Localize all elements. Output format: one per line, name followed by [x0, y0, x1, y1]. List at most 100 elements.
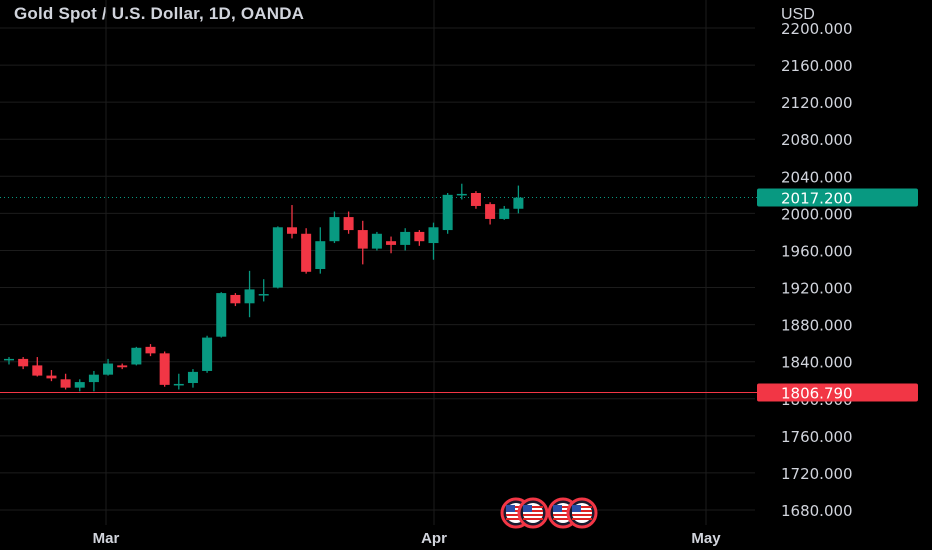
current-price-badge-bg: [757, 188, 918, 207]
price-tick-label: 2160.000: [781, 57, 853, 75]
flag-stripe: [506, 506, 526, 508]
candle-body: [456, 193, 467, 196]
flag-stripe: [553, 510, 573, 512]
candle: [18, 357, 29, 370]
time-tick-label: Apr: [421, 530, 447, 547]
us-flag-icon[interactable]: [517, 497, 549, 529]
price-tick-label: 1680.000: [781, 502, 853, 520]
flag-stripe: [553, 506, 573, 508]
price-tick-label: 1720.000: [781, 465, 853, 483]
candle: [442, 192, 453, 234]
price-tick-label: 2040.000: [781, 168, 853, 186]
flag-stripe: [572, 518, 592, 520]
candle: [456, 183, 467, 200]
candle: [46, 370, 57, 382]
currency-unit: USD: [781, 6, 815, 23]
candle-body: [88, 374, 99, 383]
flag-stripe: [523, 518, 543, 520]
candle: [32, 357, 43, 377]
price-tick-label: 2000.000: [781, 205, 853, 223]
flag-stripe: [506, 510, 526, 512]
chart-title: Gold Spot / U.S. Dollar, 1D, OANDA: [14, 4, 305, 23]
candle-body: [287, 227, 297, 234]
time-tick-label: May: [691, 530, 721, 547]
price-tick-label: 1920.000: [781, 280, 853, 298]
flag-canton: [572, 505, 581, 512]
candle-body: [230, 294, 241, 304]
candle: [301, 228, 312, 274]
price-tick-label: 1760.000: [781, 428, 853, 446]
price-tick-label: 1960.000: [781, 242, 853, 260]
current-price-badge-label: 2017.200: [781, 189, 853, 207]
flag-stripe: [572, 506, 592, 508]
flag-stripe: [523, 514, 543, 516]
candle: [272, 226, 283, 289]
time-axis[interactable]: Mar Apr May: [93, 530, 722, 547]
candle-body: [46, 375, 57, 379]
candle: [428, 222, 439, 260]
flag-stripe: [523, 506, 543, 508]
candle: [159, 351, 170, 387]
candle-body: [4, 358, 14, 361]
current-price-badge: 2017.200: [757, 188, 918, 207]
candle: [202, 335, 213, 373]
flag-stripe: [506, 518, 526, 520]
time-tick-label: Mar: [93, 530, 120, 547]
candle-body: [386, 241, 397, 245]
candle-body: [301, 233, 312, 272]
candle-body: [74, 382, 85, 388]
candle: [145, 344, 156, 357]
candle: [386, 236, 397, 254]
flag-stripe: [572, 510, 592, 512]
price-axis[interactable]: 1680.0001720.0001760.0001800.0001840.000…: [781, 20, 853, 520]
candle-body: [187, 371, 198, 384]
candle-body: [357, 230, 368, 249]
flag-stripe: [553, 518, 573, 520]
us-flag-icon[interactable]: [566, 497, 598, 529]
candle-body: [371, 233, 382, 249]
candle: [103, 358, 114, 376]
flag-stripe: [572, 514, 592, 516]
price-tick-label: 1840.000: [781, 354, 853, 372]
candle: [173, 373, 184, 390]
candle: [117, 363, 128, 370]
candle: [244, 270, 255, 318]
candle: [414, 230, 425, 246]
price-tick-label: 2080.000: [781, 131, 853, 149]
event-markers[interactable]: [500, 497, 598, 529]
candle: [88, 370, 99, 392]
candle-body: [173, 383, 184, 386]
candle-body: [315, 241, 326, 269]
candle-body: [513, 197, 524, 209]
candle: [216, 292, 227, 338]
candle: [513, 185, 524, 214]
candles: [4, 183, 524, 392]
alert-price-badge-label: 1806.790: [781, 384, 853, 402]
candle: [131, 346, 142, 366]
candle: [343, 211, 354, 234]
candle: [371, 231, 382, 251]
candle-body: [442, 194, 453, 231]
candle: [4, 357, 14, 365]
candle: [74, 379, 85, 392]
candle-body: [18, 358, 29, 367]
candle-body: [131, 347, 142, 365]
candle-body: [400, 231, 411, 245]
candle-body: [499, 208, 510, 219]
flag-stripe: [506, 514, 526, 516]
candle-body: [272, 227, 283, 288]
candle-body: [103, 363, 114, 375]
candle: [400, 228, 411, 251]
candle-body: [159, 353, 170, 385]
candle-body: [202, 337, 213, 371]
candle-body: [145, 346, 156, 354]
alert-price-badge-bg: [757, 383, 918, 402]
candle-body: [258, 294, 269, 296]
flag-stripe: [553, 514, 573, 516]
candle: [187, 369, 198, 388]
candle-body: [414, 231, 425, 242]
candle: [485, 202, 496, 225]
price-tick-label: 1880.000: [781, 317, 853, 335]
candle: [470, 191, 481, 209]
